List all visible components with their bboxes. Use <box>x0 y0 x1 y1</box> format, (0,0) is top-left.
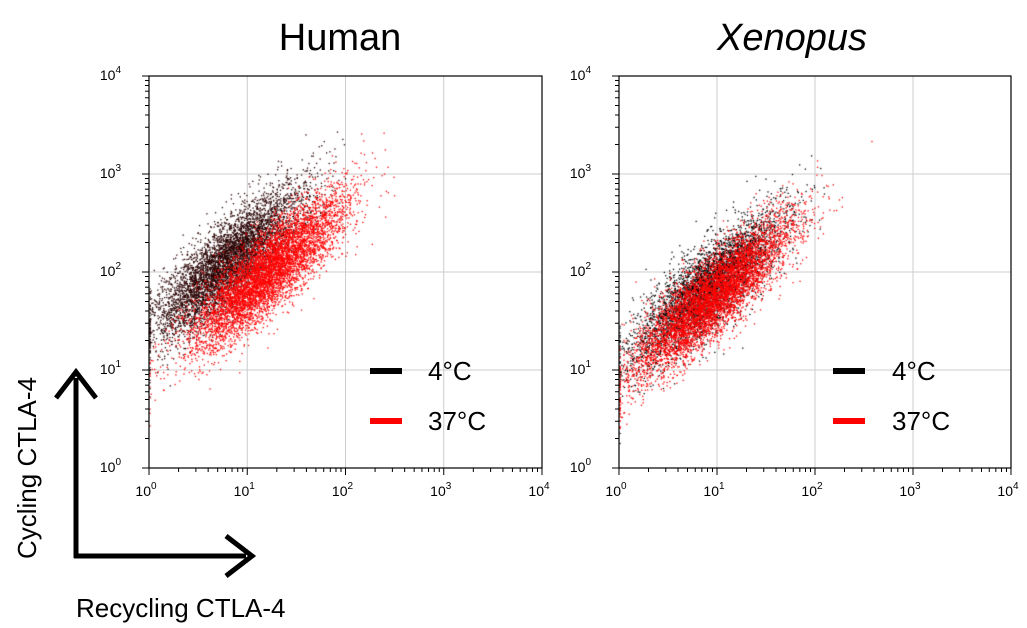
y-tick-label: 100 <box>100 457 122 475</box>
legend-item: 4°C <box>833 356 936 386</box>
chart-title: Human <box>279 17 402 59</box>
y-tick-label: 103 <box>100 163 122 181</box>
scatter-points <box>619 76 1011 468</box>
panel-1: Xenopus 100 100 101 101 102 102 103 103 104 104 4°C… <box>570 17 1019 499</box>
y-tick-label: 102 <box>570 261 592 279</box>
x-arrow-head <box>224 534 257 578</box>
y-tick-label: 102 <box>100 261 122 279</box>
legend-swatch <box>370 368 402 374</box>
y-tick-label: 103 <box>570 163 592 181</box>
chart-title: Xenopus <box>716 17 867 59</box>
legend-item: 4°C <box>370 356 472 386</box>
legend-label: 37°C <box>428 406 486 436</box>
y-tick-label: 104 <box>100 65 122 83</box>
y-axis-label: Cycling CTLA-4 <box>12 377 42 559</box>
legend-label: 4°C <box>428 356 472 386</box>
legend-label: 4°C <box>892 356 936 386</box>
legend-swatch <box>833 418 865 424</box>
x-tick-label: 104 <box>997 481 1019 499</box>
scatter-points <box>149 76 542 468</box>
y-tick-label: 101 <box>570 359 592 377</box>
axis-arrows <box>54 367 257 578</box>
x-tick-label: 101 <box>234 481 256 499</box>
y-arrow-head <box>54 367 98 400</box>
x-tick-label: 104 <box>528 481 550 499</box>
legend-item: 37°C <box>370 406 486 436</box>
x-tick-label: 103 <box>430 481 452 499</box>
panel-0: Human 100 100 101 101 102 102 103 103 104 104 4°C 37… <box>100 17 550 499</box>
x-tick-label: 100 <box>605 481 627 499</box>
x-tick-label: 101 <box>703 481 725 499</box>
y-tick-label: 104 <box>570 65 592 83</box>
y-tick-label: 100 <box>570 457 592 475</box>
legend-item: 37°C <box>833 406 950 436</box>
legend-label: 37°C <box>892 406 950 436</box>
x-tick-label: 102 <box>332 481 354 499</box>
x-tick-label: 100 <box>135 481 157 499</box>
x-axis-label: Recycling CTLA-4 <box>76 593 286 623</box>
x-tick-label: 103 <box>899 481 921 499</box>
legend-swatch <box>370 418 402 424</box>
legend-swatch <box>833 368 865 374</box>
x-tick-label: 102 <box>801 481 823 499</box>
y-tick-label: 101 <box>100 359 122 377</box>
